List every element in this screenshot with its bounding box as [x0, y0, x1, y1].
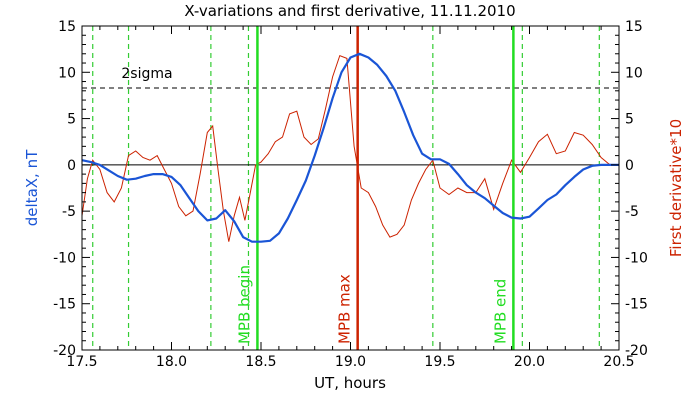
y-tick-label-left: -15: [53, 297, 76, 313]
y-tick-label-left: 5: [67, 112, 76, 128]
marker-label: MPB begin: [235, 265, 253, 344]
y-tick-label-right: -15: [625, 297, 648, 313]
y-tick-label-right: 10: [625, 65, 643, 81]
y-tick-label-left: 10: [58, 65, 76, 81]
x-tick-label: 20.5: [603, 354, 634, 370]
y-tick-label-right: -20: [625, 343, 648, 359]
x-axis-label: UT, hours: [314, 374, 386, 392]
marker-label: MPB max: [336, 274, 354, 344]
x-tick-label: 17.5: [66, 354, 97, 370]
y-tick-label-left: -20: [53, 343, 76, 359]
y-tick-label-right: 15: [625, 19, 643, 35]
y-tick-label-right: -5: [625, 204, 639, 220]
y-tick-label-left: 0: [67, 158, 76, 174]
chart-title: X-variations and first derivative, 11.11…: [184, 2, 515, 20]
y-tick-label-right: -10: [625, 250, 648, 266]
x-tick-label: 18.5: [245, 354, 276, 370]
marker-label: MPB end: [491, 279, 509, 344]
y-axis-label-right: First derivative*10: [667, 119, 685, 257]
sigma-label: 2sigma: [121, 66, 172, 82]
y-tick-label-left: -5: [62, 204, 76, 220]
x-tick-label: 19.0: [335, 354, 366, 370]
y-tick-label-left: -10: [53, 250, 76, 266]
x-tick-label: 18.0: [156, 354, 187, 370]
y-tick-label-right: 0: [625, 158, 634, 174]
derivative-series-line: [81, 54, 619, 242]
y-tick-label-left: 15: [58, 19, 76, 35]
y-axis-label-left: deltaX, nT: [23, 149, 41, 226]
x-tick-label: 19.5: [424, 354, 455, 370]
y-tick-label-right: 5: [625, 112, 634, 128]
plot-area: 2sigma MPB begin MPB max MPB end 17.5 18.0 18.…: [53, 19, 648, 370]
deltax-series-line: [81, 52, 619, 243]
x-tick-label: 20.0: [514, 354, 545, 370]
